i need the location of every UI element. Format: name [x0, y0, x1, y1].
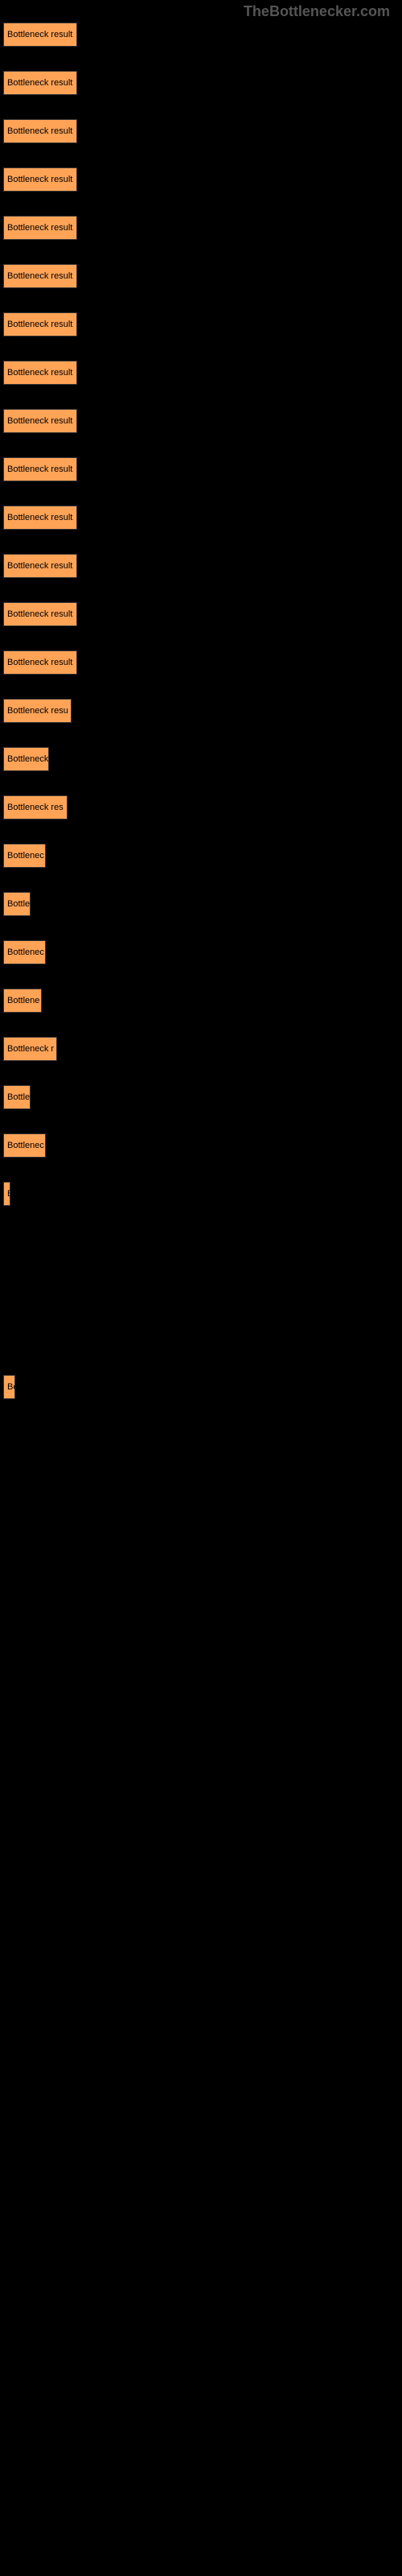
bar-row: Bottleneck result — [3, 119, 402, 143]
bar-row: Bottleneck result — [3, 264, 402, 288]
bar-row: Bottleneck — [3, 747, 402, 771]
bar: Bottle — [3, 892, 31, 916]
bar: Bottle — [3, 1085, 31, 1109]
bar-label: Bottleneck result — [7, 561, 72, 571]
bar: Bottleneck result — [3, 409, 77, 433]
bar: Bottleneck result — [3, 312, 77, 336]
bar: B — [3, 1182, 10, 1206]
bar-row: Bottleneck res — [3, 795, 402, 819]
bar-row: Bottleneck result — [3, 167, 402, 192]
bar-row: Bo — [3, 1375, 402, 1399]
bar: Bottleneck result — [3, 264, 77, 288]
bar-row: Bottleneck result — [3, 71, 402, 95]
bar-row: Bottleneck resu — [3, 699, 402, 723]
bar-row: Bottleneck r — [3, 1037, 402, 1061]
bar-row: Bottleneck result — [3, 554, 402, 578]
bar: Bottleneck — [3, 747, 49, 771]
bar-label: Bottleneck result — [7, 78, 72, 88]
bar-label: Bottleneck result — [7, 416, 72, 426]
bar-label: Bottlenec — [7, 851, 44, 861]
bar-row: Bottleneck result — [3, 650, 402, 675]
watermark-text: TheBottlenecker.com — [244, 3, 390, 20]
bar-label: Bottleneck result — [7, 271, 72, 281]
bar-label: Bottleneck res — [7, 803, 64, 812]
bar-row: Bottleneck result — [3, 457, 402, 481]
bar-row: Bottlene — [3, 989, 402, 1013]
bar-row: Bottle — [3, 892, 402, 916]
bar: Bottleneck result — [3, 23, 77, 47]
bar-label: Bottleneck result — [7, 368, 72, 378]
bar: Bottlenec — [3, 1133, 46, 1158]
bar: Bottleneck result — [3, 71, 77, 95]
bar: Bottleneck result — [3, 361, 77, 385]
bar-label: Bottleneck — [7, 754, 48, 764]
bar: Bottleneck resu — [3, 699, 72, 723]
bar-row: Bottleneck result — [3, 361, 402, 385]
bar: Bottleneck result — [3, 216, 77, 240]
bar-row: Bottleneck result — [3, 23, 402, 47]
bar-row: Bottleneck result — [3, 409, 402, 433]
bar: Bottleneck result — [3, 650, 77, 675]
bar: Bottleneck result — [3, 506, 77, 530]
bar-label: Bottlenec — [7, 947, 44, 957]
bar: Bottleneck result — [3, 167, 77, 192]
bar-label: Bottleneck result — [7, 223, 72, 233]
bar-label: Bottle — [7, 1092, 30, 1102]
bar: Bottleneck result — [3, 457, 77, 481]
bar-label: Bottleneck result — [7, 609, 72, 619]
bar: Bottlenec — [3, 844, 46, 868]
bar-row: Bottleneck result — [3, 312, 402, 336]
bar: Bottleneck r — [3, 1037, 57, 1061]
bar: Bottlenec — [3, 940, 46, 964]
bar: Bottleneck result — [3, 602, 77, 626]
bar-label: Bottleneck result — [7, 126, 72, 136]
bar-row: Bottlenec — [3, 1133, 402, 1158]
bar-chart: Bottleneck result Bottleneck result Bottle… — [0, 0, 402, 1399]
bar-label: Bottlene — [7, 996, 39, 1005]
bar-label: Bo — [7, 1382, 15, 1392]
bar-row: Bottle — [3, 1085, 402, 1109]
bar-row — [3, 1278, 402, 1302]
bar-label: Bottleneck resu — [7, 706, 68, 716]
bar: Bo — [3, 1375, 15, 1399]
bar: Bottleneck result — [3, 554, 77, 578]
bar-label: Bottleneck result — [7, 513, 72, 522]
bar-label: Bottlenec — [7, 1141, 44, 1150]
bar-row: Bottleneck result — [3, 506, 402, 530]
bar-row: Bottlenec — [3, 844, 402, 868]
bar-label: Bottle — [7, 899, 30, 909]
bar-row: B — [3, 1182, 402, 1206]
bar: Bottleneck result — [3, 119, 77, 143]
bar-row — [3, 1230, 402, 1254]
bar-label: Bottleneck r — [7, 1044, 54, 1054]
bar-label: Bottleneck result — [7, 658, 72, 667]
bar-label: B — [7, 1189, 10, 1199]
bar-row: Bottleneck result — [3, 216, 402, 240]
bar: Bottlene — [3, 989, 42, 1013]
bar-label: Bottleneck result — [7, 30, 72, 39]
bar-label: Bottleneck result — [7, 175, 72, 184]
bar: Bottleneck res — [3, 795, 68, 819]
bar-row: Bottlenec — [3, 940, 402, 964]
bar-label: Bottleneck result — [7, 464, 72, 474]
bar-label: Bottleneck result — [7, 320, 72, 329]
bar-row: Bottleneck result — [3, 602, 402, 626]
bar-row — [3, 1327, 402, 1351]
